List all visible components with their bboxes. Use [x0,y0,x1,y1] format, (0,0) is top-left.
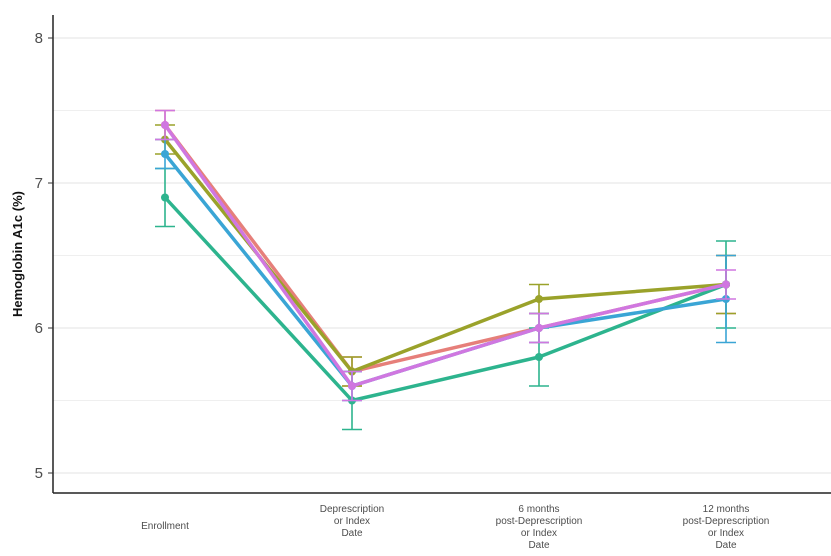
series [155,109,736,431]
x-tick-label-line: Date [341,528,363,539]
series-5 [155,109,736,402]
data-point [161,121,169,129]
data-point [161,193,169,202]
y-tick-label: 7 [35,175,43,192]
x-tick-label-line: Date [715,540,737,551]
series-line [163,123,728,388]
x-tick-label-line: 12 months [703,504,750,515]
x-tick-label-line: post-Deprescription [683,516,770,527]
x-tick-label-line: Enrollment [141,521,189,532]
x-tick-label-line: 6 months [518,504,559,515]
x-tick-label: Enrollment [141,521,189,532]
y-ticks: 5 6 7 8 [35,30,53,482]
data-point [348,382,356,390]
data-point [535,324,543,332]
y-tick-label: 5 [35,465,43,482]
x-tick-label-line: Date [528,540,550,551]
grid [53,37,831,474]
axes [52,15,831,494]
data-point [535,353,543,361]
x-tick-label-line: or Index [334,516,370,527]
series-4 [155,138,736,402]
data-point [161,150,169,158]
x-tick-label-line: or Index [708,528,744,539]
y-axis-label: Hemoglobin A1c (%) [10,191,25,317]
x-tick-label: 12 months post-Deprescription or Index Date [683,504,770,551]
x-tick-label-line: post-Deprescription [496,516,583,527]
x-tick-label-line: Deprescription [320,504,384,515]
x-tick-label: 6 months post-Deprescription or Index Date [496,504,583,551]
series-3 [155,167,736,431]
y-tick-label: 6 [35,320,43,337]
x-tick-label: Deprescription or Index Date [320,504,384,539]
data-point [722,280,730,289]
y-tick-label: 8 [35,30,43,47]
data-point [535,295,543,303]
x-tick-label-line: or Index [521,528,557,539]
series-line [163,195,728,403]
